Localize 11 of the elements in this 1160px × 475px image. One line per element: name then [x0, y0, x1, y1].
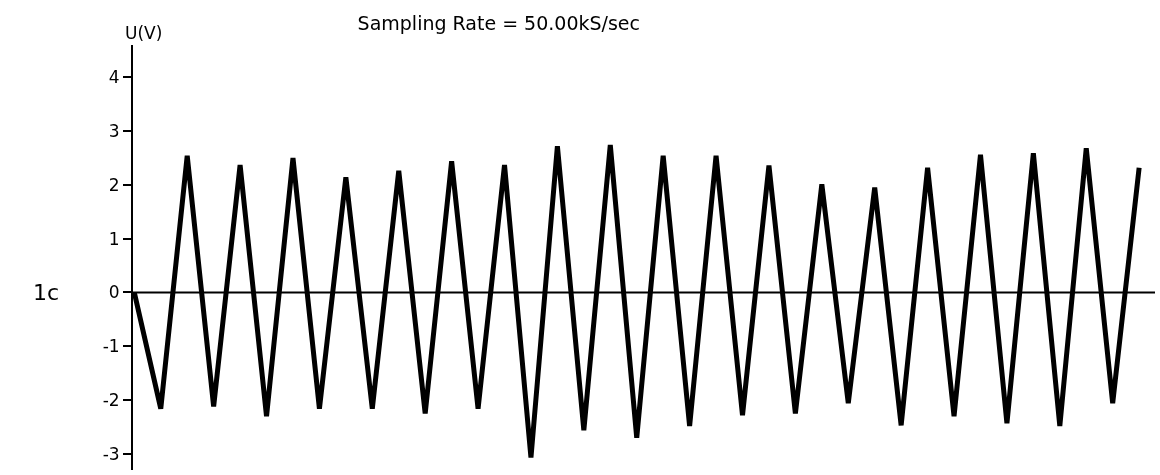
text: 1c — [33, 280, 60, 305]
y-tick-label: 2 — [108, 174, 120, 195]
y-tick-label: 1 — [108, 228, 120, 249]
chart-title: Sampling Rate = 50.00kS/sec — [357, 11, 641, 34]
y-tick-label: 4 — [108, 67, 120, 88]
y-tick-label: 3 — [108, 121, 120, 142]
y-tick-label: 0 — [108, 282, 120, 303]
y-tick-label: -1 — [102, 336, 120, 357]
y-tick-label: -2 — [102, 390, 120, 411]
y-tick-label: -3 — [102, 443, 120, 464]
y-axis-title: U(V) — [125, 23, 163, 43]
